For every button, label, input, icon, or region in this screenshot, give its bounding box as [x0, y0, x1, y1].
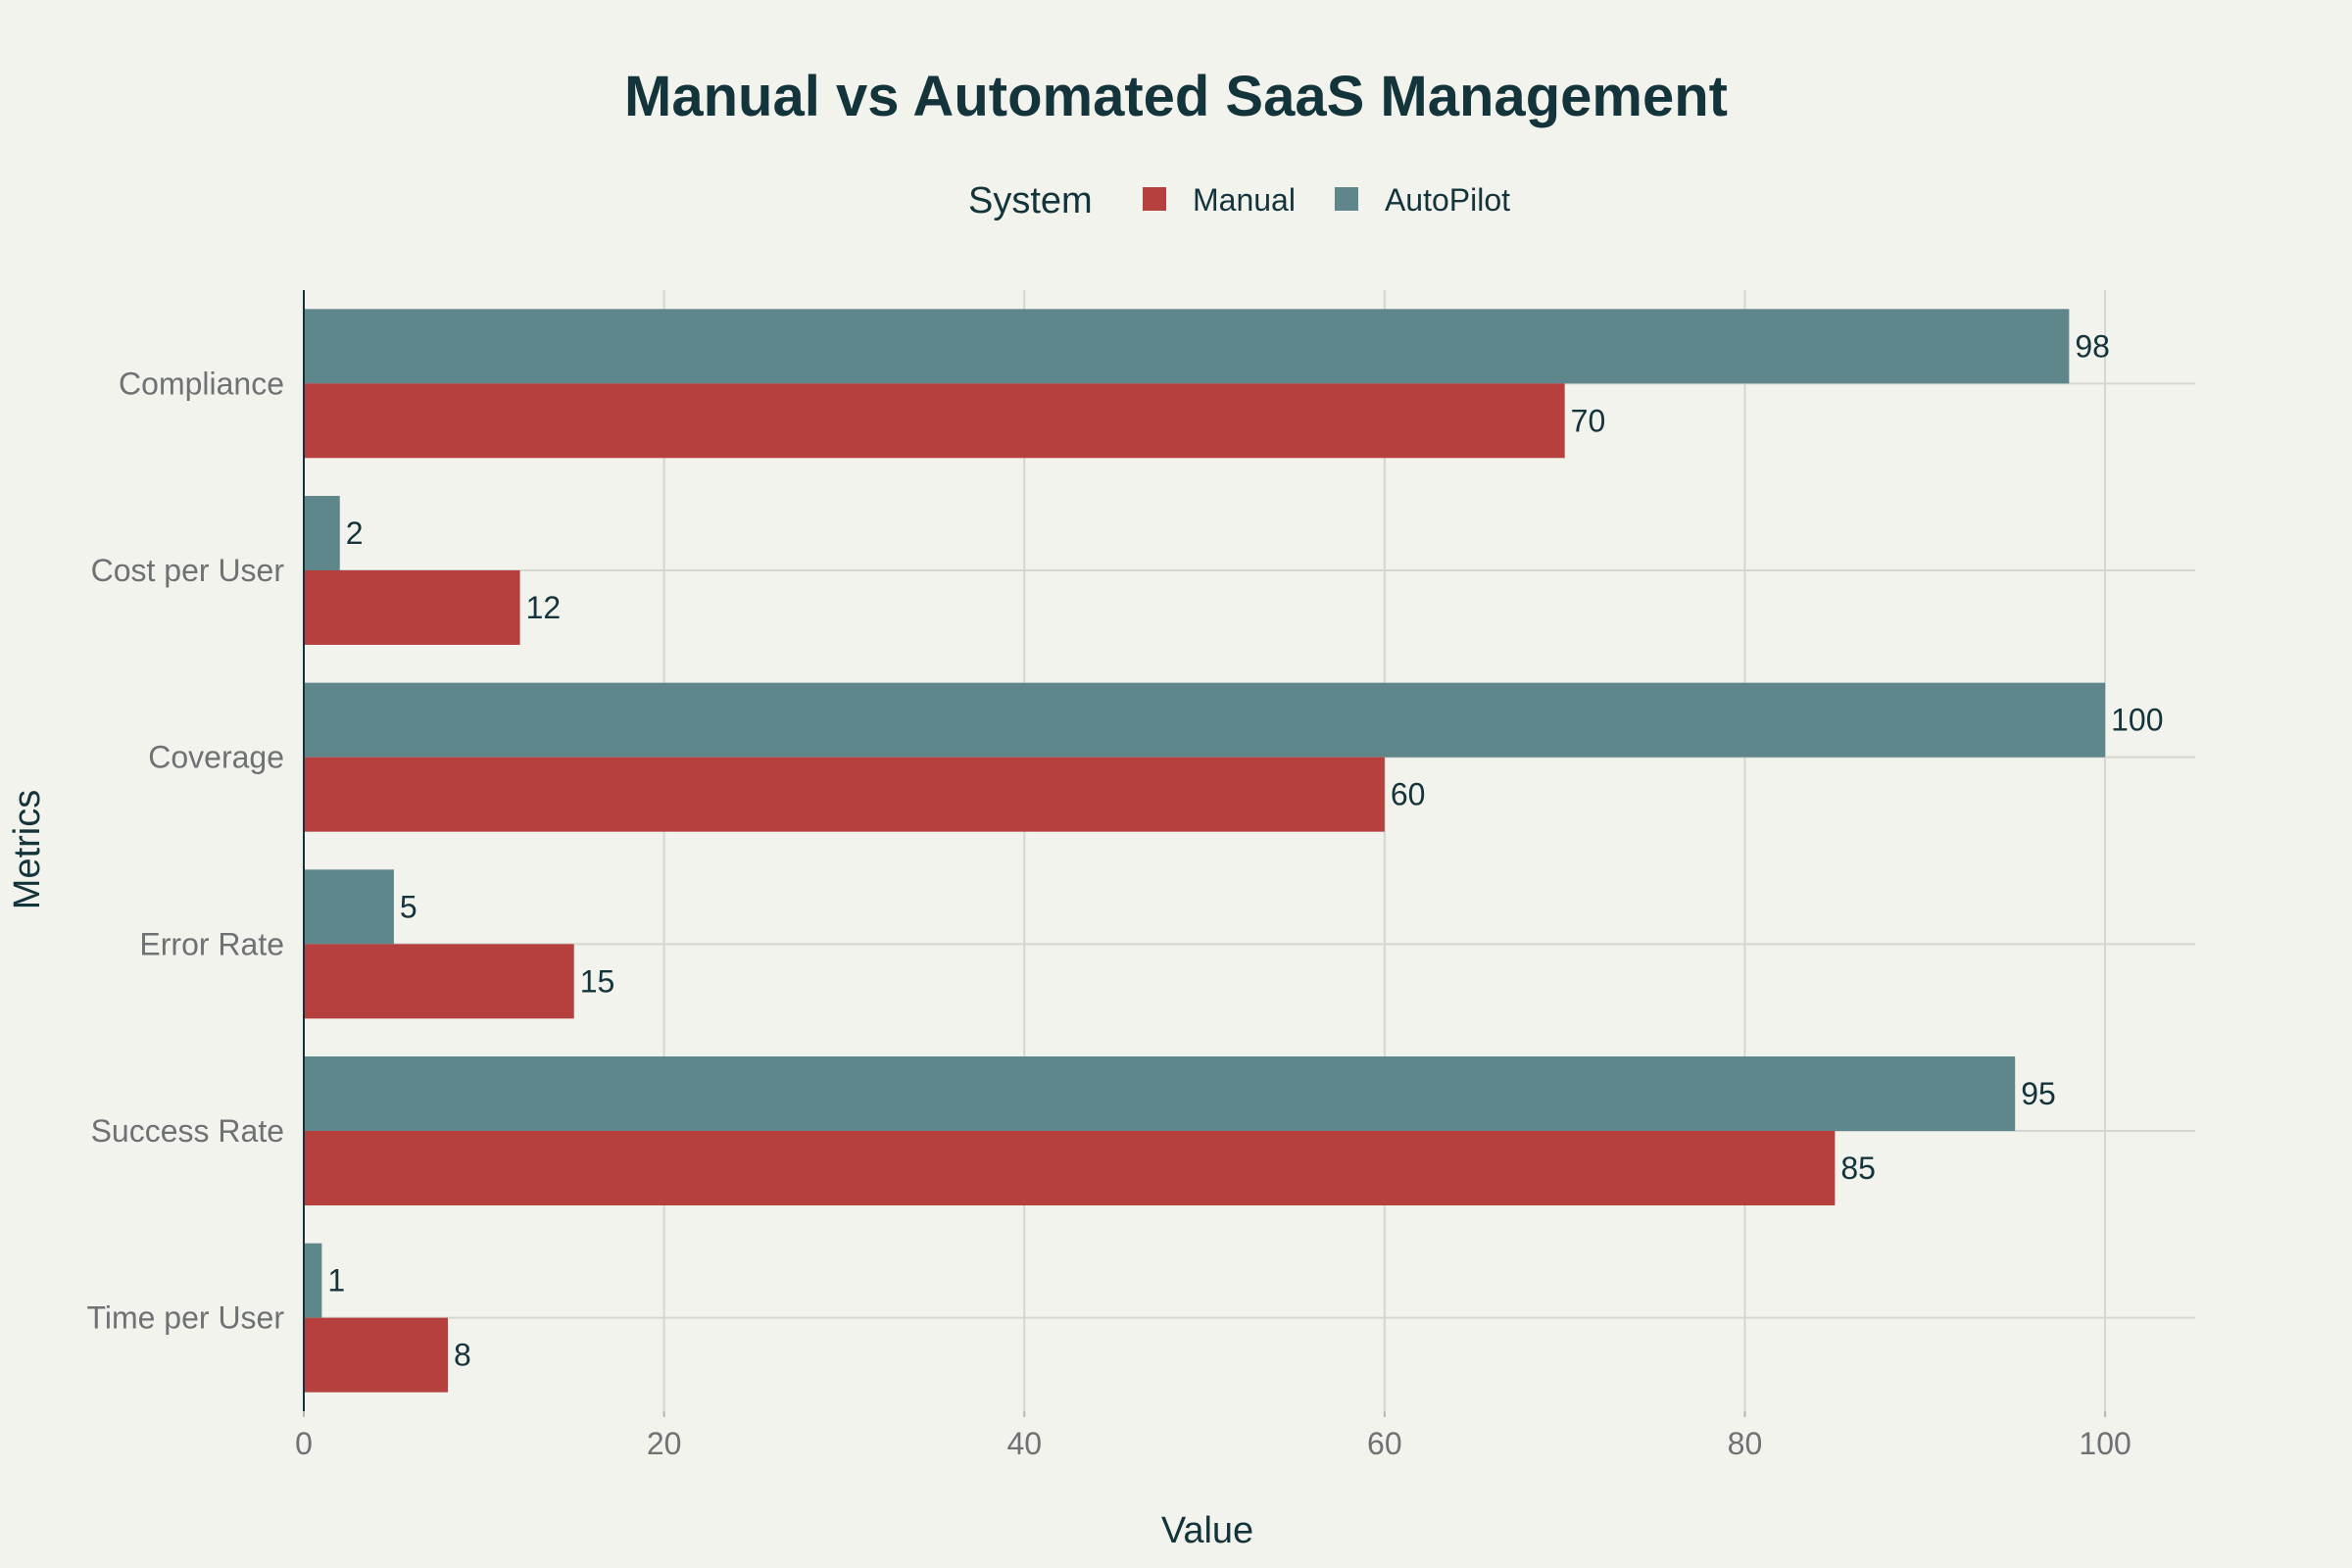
- bar-manual: [304, 757, 1385, 832]
- x-axis-title: Value: [1161, 1510, 1253, 1551]
- x-tick-label: 40: [1006, 1426, 1042, 1461]
- bar-manual: [304, 1131, 1836, 1205]
- data-label: 70: [1571, 403, 1606, 438]
- legend-title: System: [968, 180, 1093, 221]
- data-label: 8: [454, 1338, 471, 1373]
- y-tick-label: Compliance: [119, 366, 284, 401]
- axes: Compliance Cost per User Coverage Error Rat…: [86, 290, 2132, 1461]
- chart-title: Manual vs Automated SaaS Management: [624, 65, 1728, 128]
- data-label: 95: [2021, 1076, 2056, 1111]
- legend-label: AutoPilot: [1385, 182, 1510, 218]
- x-tick-label: 100: [2079, 1426, 2131, 1461]
- y-tick-label: Success Rate: [91, 1113, 284, 1149]
- legend-swatch: [1143, 187, 1166, 211]
- data-label: 100: [2111, 703, 2163, 738]
- x-tick-label: 80: [1728, 1426, 1763, 1461]
- data-label: 15: [580, 963, 615, 999]
- bar-autopilot: [304, 496, 340, 570]
- data-label: 5: [400, 889, 417, 924]
- data-label: 98: [2075, 328, 2110, 364]
- data-labels: 98 70 2 12 100 60 5 15 95 85 1 8: [327, 328, 2163, 1372]
- bar-manual: [304, 383, 1565, 459]
- y-tick-label: Error Rate: [139, 926, 284, 961]
- legend: System Manual AutoPilot: [968, 180, 1510, 221]
- x-tick-label: 20: [647, 1426, 682, 1461]
- gridlines: [304, 290, 2195, 1411]
- bar-manual: [304, 944, 574, 1019]
- y-tick-label: Cost per User: [91, 553, 285, 588]
- bar-autopilot: [304, 1056, 2016, 1131]
- bars: [304, 309, 2106, 1393]
- legend-label: Manual: [1193, 182, 1296, 218]
- data-label: 12: [526, 590, 562, 625]
- legend-swatch: [1334, 187, 1358, 211]
- legend-item[interactable]: Manual: [1143, 182, 1296, 218]
- x-tick-label: 0: [295, 1426, 313, 1461]
- bar-autopilot: [304, 682, 2106, 758]
- y-tick-label: Time per User: [86, 1300, 284, 1336]
- bar-manual: [304, 570, 520, 645]
- bar-autopilot: [304, 1243, 322, 1318]
- data-label: 60: [1391, 777, 1426, 812]
- data-label: 85: [1840, 1151, 1876, 1186]
- x-tick-label: 60: [1367, 1426, 1402, 1461]
- bar-manual: [304, 1317, 449, 1393]
- bar-autopilot: [304, 869, 394, 945]
- bar-autopilot: [304, 309, 2070, 384]
- y-tick-label: Coverage: [148, 740, 284, 775]
- legend-item[interactable]: AutoPilot: [1334, 182, 1510, 218]
- y-axis-title: Metrics: [7, 790, 48, 909]
- data-label: 2: [346, 515, 364, 551]
- data-label: 1: [327, 1263, 345, 1298]
